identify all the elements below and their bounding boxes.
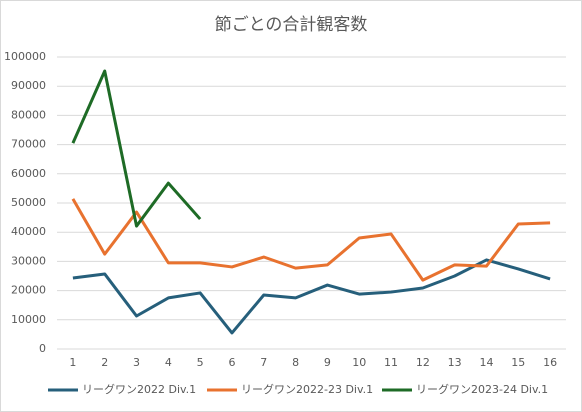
x-tick-label: 2 bbox=[101, 356, 108, 369]
legend-label: リーグワン2022 Div.1 bbox=[82, 382, 196, 396]
legend-label: リーグワン2023-24 Div.1 bbox=[416, 382, 548, 396]
x-tick-label: 6 bbox=[228, 356, 235, 369]
x-tick-label: 15 bbox=[511, 356, 525, 369]
y-tick-label: 20000 bbox=[11, 284, 46, 297]
x-tick-label: 10 bbox=[352, 356, 366, 369]
x-tick-label: 4 bbox=[165, 356, 172, 369]
y-tick-label: 40000 bbox=[11, 225, 46, 238]
series-line bbox=[71, 198, 551, 282]
y-tick-label: 100000 bbox=[4, 50, 46, 63]
x-tick-label: 12 bbox=[416, 356, 430, 369]
x-tick-label: 3 bbox=[133, 356, 140, 369]
y-tick-label: 0 bbox=[39, 342, 46, 355]
x-tick-label: 16 bbox=[543, 356, 557, 369]
x-tick-label: 7 bbox=[260, 356, 267, 369]
y-tick-label: 90000 bbox=[11, 79, 46, 92]
x-tick-label: 9 bbox=[324, 356, 331, 369]
x-tick-label: 1 bbox=[69, 356, 76, 369]
x-tick-label: 13 bbox=[448, 356, 462, 369]
y-tick-label: 50000 bbox=[11, 196, 46, 209]
series-line bbox=[72, 258, 551, 335]
x-tick-label: 11 bbox=[384, 356, 398, 369]
y-tick-label: 60000 bbox=[11, 167, 46, 180]
y-tick-label: 80000 bbox=[11, 108, 46, 121]
y-tick-label: 10000 bbox=[11, 313, 46, 326]
series-line bbox=[71, 69, 202, 228]
y-tick-label: 70000 bbox=[11, 138, 46, 151]
x-tick-label: 14 bbox=[479, 356, 493, 369]
x-tick-label: 8 bbox=[292, 356, 299, 369]
legend-label: リーグワン2022-23 Div.1 bbox=[241, 382, 373, 396]
chart-title: 節ごとの合計観客数 bbox=[215, 15, 368, 35]
y-tick-label: 30000 bbox=[11, 254, 46, 267]
x-tick-label: 5 bbox=[197, 356, 204, 369]
